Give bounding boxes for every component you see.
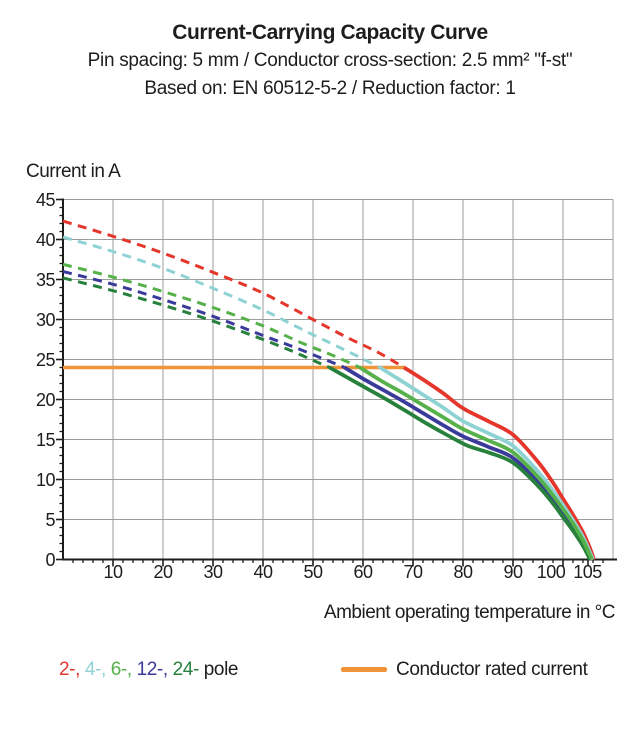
x-tick-label: 20 [153,562,173,582]
series-4-pole-dashed [62,235,381,369]
series-2-pole-solid [402,365,596,561]
x-tick-label: 40 [253,562,273,582]
series-12-pole-dashed [62,270,346,369]
y-tick-label: 0 [45,550,55,570]
x-axis-title: Ambient operating temperature in °C [323,602,616,623]
x-tick-label: 50 [303,562,323,582]
x-tick-label: 80 [453,562,473,582]
y-tick-label: 5 [45,510,55,530]
series-24-pole-solid [328,365,592,561]
x-tick-label: 70 [403,562,423,582]
series-12-pole-solid [343,365,593,561]
legend-pole-suffix: pole [198,659,239,680]
y-tick-label: 15 [36,430,56,450]
series-6-pole-dashed [62,262,361,369]
chart-subtitle-basis: Based on: EN 60512-5-2 / Reduction facto… [144,78,516,99]
series-6-pole-solid [358,365,594,561]
y-tick-label: 40 [36,230,56,250]
x-tick-label: 30 [203,562,223,582]
y-tick-label: 20 [36,390,56,410]
y-tick-label: 30 [36,310,56,330]
pole-legend: 2-, 4-, 6-, 12-, 24- pole [59,659,238,681]
series-2-pole-dashed [62,219,405,369]
x-tick-label: 10 [103,562,123,582]
rated-current-line-swatch [341,667,387,672]
legend-24-pole: 24- [172,659,200,680]
y-tick-label: 10 [36,470,56,490]
legend-2-pole: 2-, [59,659,85,680]
legend-6-pole: 6-, [110,659,137,680]
y-axis-title: Current in A [26,161,121,182]
legend-12-pole: 12-, [136,659,173,680]
rated-current-label: Conductor rated current [396,659,588,680]
x-tick-label: 105 [573,562,602,582]
y-tick-label: 45 [36,190,56,210]
legend-4-pole: 4-, [84,659,111,680]
y-tick-label: 35 [36,270,56,290]
y-tick-label: 25 [36,350,56,370]
x-tick-label: 60 [353,562,373,582]
series-24-pole-dashed [62,276,331,369]
x-tick-label: 100 [537,562,566,582]
chart-subtitle-spec: Pin spacing: 5 mm / Conductor cross-sect… [87,50,573,71]
x-tick-label: 90 [503,562,523,582]
chart-title: Current-Carrying Capacity Curve [172,21,488,44]
